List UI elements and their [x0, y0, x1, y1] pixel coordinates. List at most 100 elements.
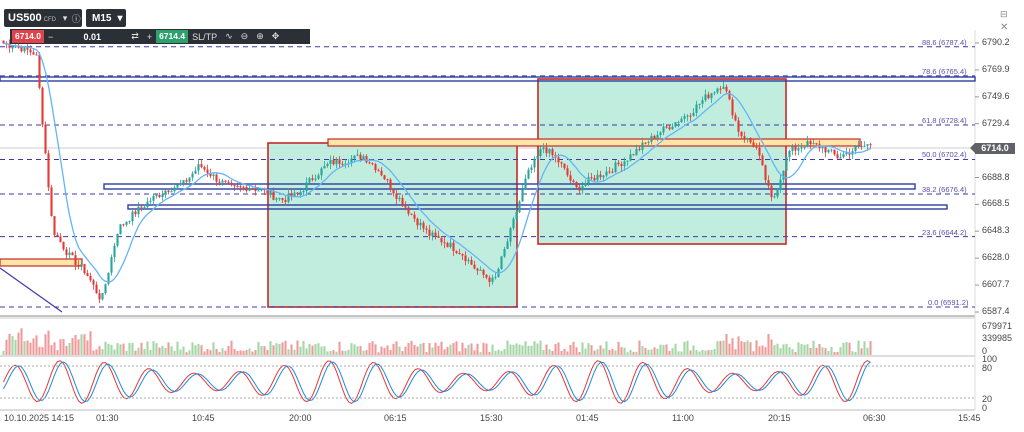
candle-body	[44, 124, 47, 154]
buy-button[interactable]: 6714.4	[156, 30, 189, 43]
candle-body	[383, 175, 386, 180]
volume-bar	[131, 343, 134, 355]
candle-body	[761, 155, 764, 166]
candle-body	[146, 201, 149, 207]
candle-body	[275, 198, 278, 200]
volume-bar	[704, 350, 707, 355]
candle-body	[341, 163, 344, 165]
level-box-mid[interactable]	[327, 138, 861, 147]
candle-body	[647, 141, 650, 143]
support-box-lower[interactable]	[127, 204, 948, 210]
chevron-down-icon: ▾	[117, 12, 123, 24]
volume-bar	[755, 340, 758, 355]
volume-bar	[863, 341, 866, 355]
candle-body	[425, 228, 428, 230]
candle-body	[548, 148, 551, 154]
volume-bar	[362, 350, 365, 355]
price-axis-label: 6769.9	[982, 63, 1010, 74]
volume-bar	[266, 349, 269, 355]
timeframe-selector[interactable]: M15 ▾	[86, 9, 126, 27]
candle-body	[404, 206, 407, 208]
reset-icon[interactable]: ⇄	[131, 31, 139, 41]
volume-bar	[284, 340, 287, 355]
candle-body	[773, 196, 776, 198]
sell-button[interactable]: 6714.0	[12, 30, 44, 43]
candle-body	[701, 100, 704, 104]
volume-bar	[746, 340, 749, 355]
candle-body	[167, 190, 170, 192]
zoom-in-icon[interactable]: ⊕	[256, 31, 264, 41]
candle-body	[452, 242, 455, 251]
support-box-upper[interactable]	[103, 183, 916, 190]
volume-bar	[251, 351, 254, 355]
decrease-quantity-button[interactable]: −	[48, 31, 54, 42]
volume-bar	[173, 350, 176, 355]
candle-body	[386, 179, 389, 181]
candle-body	[803, 147, 806, 149]
volume-bar	[11, 336, 14, 355]
trend-line[interactable]	[0, 267, 63, 313]
candle-body	[734, 115, 737, 121]
crosshair-icon[interactable]: ✥	[271, 31, 280, 41]
candle-body	[536, 156, 539, 159]
volume-bar	[830, 347, 833, 355]
volume-bar	[416, 346, 419, 355]
price-axis-label: 6729.4	[982, 117, 1010, 128]
volume-bar	[509, 344, 512, 355]
volume-bar	[620, 347, 623, 355]
candle-body	[392, 189, 395, 194]
candle-body	[776, 189, 779, 197]
candle-body	[740, 131, 743, 137]
zone-box-left[interactable]	[267, 142, 518, 308]
candle-body	[230, 182, 233, 186]
volume-bar	[611, 348, 614, 355]
close-icon[interactable]: ✕	[1000, 22, 1009, 33]
candle-body	[257, 190, 260, 192]
volume-bar	[590, 345, 593, 355]
candle-body	[713, 92, 716, 94]
sltp-button[interactable]: SL/TP	[192, 31, 218, 42]
zoom-out-icon[interactable]: ⊖	[240, 31, 249, 41]
volume-bar	[677, 351, 680, 355]
volume-bar	[263, 346, 266, 355]
candle-body	[32, 52, 35, 55]
minimize-icon[interactable]: ⊟	[1000, 9, 1008, 19]
zone-box-right[interactable]	[537, 78, 787, 245]
candle-body	[77, 264, 80, 266]
candle-body	[263, 189, 266, 191]
candle-body	[350, 158, 353, 164]
candle-body	[284, 199, 287, 202]
volume-bar	[188, 350, 191, 355]
candle-body	[395, 193, 398, 199]
volume-bar	[299, 346, 302, 355]
volume-bar	[695, 350, 698, 355]
chart-type-icon[interactable]: ∿	[225, 31, 233, 41]
candle-body	[641, 142, 644, 150]
info-icon[interactable]: ⓘ	[71, 13, 81, 24]
resistance-band[interactable]	[0, 76, 976, 82]
volume-bar	[353, 344, 356, 355]
candle-body	[215, 174, 218, 182]
quantity-input[interactable]: 0.01	[83, 31, 102, 42]
volume-bar	[572, 341, 575, 355]
volume-bar	[233, 348, 236, 355]
volume-bar	[26, 340, 29, 355]
candle-body	[149, 200, 152, 202]
increase-quantity-button[interactable]: +	[146, 31, 153, 42]
level-box-left[interactable]	[0, 258, 83, 267]
symbol-selector[interactable]: US500 CFD ▾ ⓘ	[4, 9, 82, 27]
candle-body	[89, 275, 92, 281]
candle-body	[590, 177, 593, 179]
volume-bar	[770, 339, 773, 355]
volume-bar	[671, 348, 674, 355]
volume-bar	[815, 347, 818, 355]
volume-bar	[116, 343, 119, 355]
candle-body	[836, 154, 839, 159]
volume-bar	[29, 342, 32, 355]
chevron-down-icon[interactable]: ▾	[62, 12, 68, 23]
candle-body	[710, 93, 713, 99]
candle-body	[116, 233, 119, 246]
candle-body	[173, 187, 176, 192]
candle-body	[524, 178, 527, 190]
